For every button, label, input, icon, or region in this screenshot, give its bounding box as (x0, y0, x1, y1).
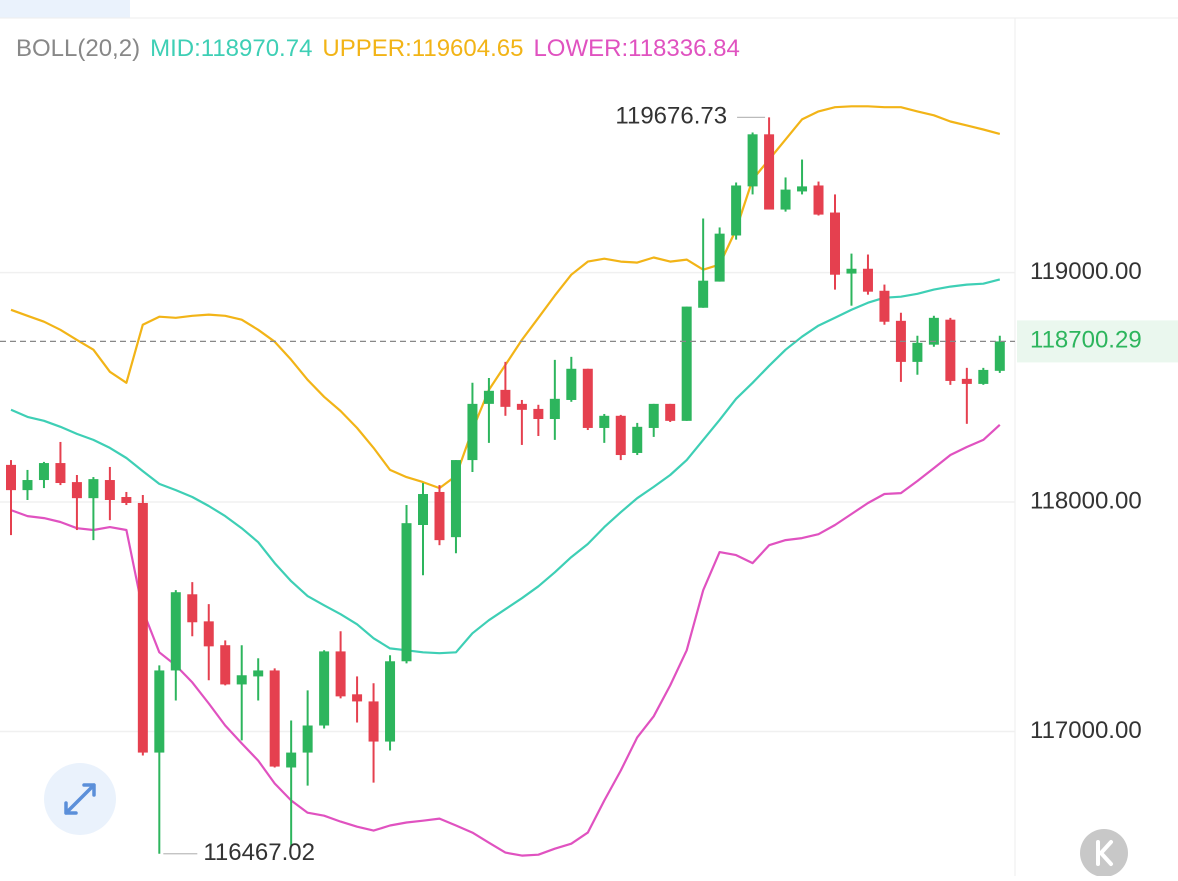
candle-body (780, 189, 791, 210)
candle-body (500, 389, 511, 407)
candles (6, 117, 1005, 854)
candle-body (352, 694, 363, 702)
legend-name: UPPER: (322, 35, 411, 62)
candle-body (253, 670, 264, 677)
grid (0, 271, 1015, 733)
candle-body (928, 317, 939, 345)
candle-body (302, 725, 313, 753)
candle-body (88, 479, 99, 499)
candle-body (286, 752, 297, 768)
candle-body (6, 464, 16, 491)
candle-body (335, 651, 346, 697)
labels: 119000.00 118000.00 117000.00 119676.73 1164… (0, 103, 1178, 866)
candle-body (55, 463, 66, 484)
candle-body (912, 342, 923, 362)
tab (0, 0, 130, 18)
candle-body (994, 341, 1005, 371)
candle-body (615, 415, 626, 456)
candle-body (698, 280, 709, 308)
candle-body (566, 368, 577, 400)
candle-body (236, 675, 247, 685)
candle-body (961, 378, 972, 384)
candle-body (71, 482, 82, 499)
candle-body (22, 480, 33, 491)
y-tick-label: 118000.00 (1030, 487, 1142, 514)
candle-body (483, 390, 494, 404)
legend-value: 118970.74 (201, 35, 313, 62)
price-tag-bg (1017, 320, 1178, 363)
legend-value: 118336.84 (628, 35, 740, 62)
candle-body (582, 368, 593, 428)
candle-body (813, 185, 824, 215)
candle-body (450, 460, 461, 538)
candle-body (978, 369, 989, 384)
candle-body (747, 134, 758, 187)
candle-body (385, 661, 396, 742)
legend-name: LOWER: (533, 35, 628, 62)
low-label: 116467.02 (203, 839, 315, 866)
candle-body (862, 268, 873, 292)
high-label: 119676.73 (615, 103, 727, 130)
candle-body (830, 212, 840, 275)
candle-body (516, 403, 527, 410)
candle-body (665, 403, 676, 421)
candle-body (846, 268, 857, 274)
logo-icon[interactable] (1096, 840, 1113, 866)
band-line (10, 278, 1001, 655)
legend: BOLL(20,2) MID:118970.74 UPPER:119604.65 LO… (16, 35, 740, 62)
candle-body (648, 403, 659, 428)
candle-body (945, 319, 956, 381)
candle-body (269, 670, 280, 767)
candle-body (879, 290, 890, 322)
candle-body (599, 415, 610, 428)
candle-body (368, 701, 379, 742)
candle-body (533, 408, 544, 420)
candle-body (104, 480, 115, 500)
price-tag: 118700.29 (1030, 327, 1142, 354)
y-tick-label: 117000.00 (1030, 717, 1142, 744)
candle-body (731, 185, 742, 236)
candle-body (401, 523, 412, 662)
legend-indicator: BOLL(20,2) (16, 35, 140, 62)
y-tick-label: 119000.00 (1030, 258, 1142, 285)
candle-body (154, 670, 165, 753)
candle-body (467, 403, 478, 461)
candle-body (220, 645, 231, 685)
candle-body (187, 594, 198, 623)
candle-body (549, 398, 560, 420)
candle-body (418, 494, 428, 525)
candle-body (121, 497, 132, 503)
logo-bg[interactable] (1080, 829, 1128, 877)
candle-body (764, 134, 775, 210)
candle-body (714, 233, 725, 282)
expand-button[interactable] (44, 763, 116, 835)
candle-body (434, 491, 445, 541)
legend-name: MID: (150, 35, 201, 62)
candle-body (681, 306, 692, 421)
candle-body (797, 186, 808, 192)
candle-body (38, 463, 49, 481)
candle-body (203, 621, 214, 647)
logo-button[interactable] (1080, 829, 1128, 877)
legend-value: 119604.65 (412, 35, 524, 62)
candle-body (632, 426, 643, 453)
candle-body (137, 502, 148, 753)
expand-icon[interactable] (64, 783, 96, 815)
candle-body (319, 651, 330, 726)
candle-body (170, 592, 181, 671)
